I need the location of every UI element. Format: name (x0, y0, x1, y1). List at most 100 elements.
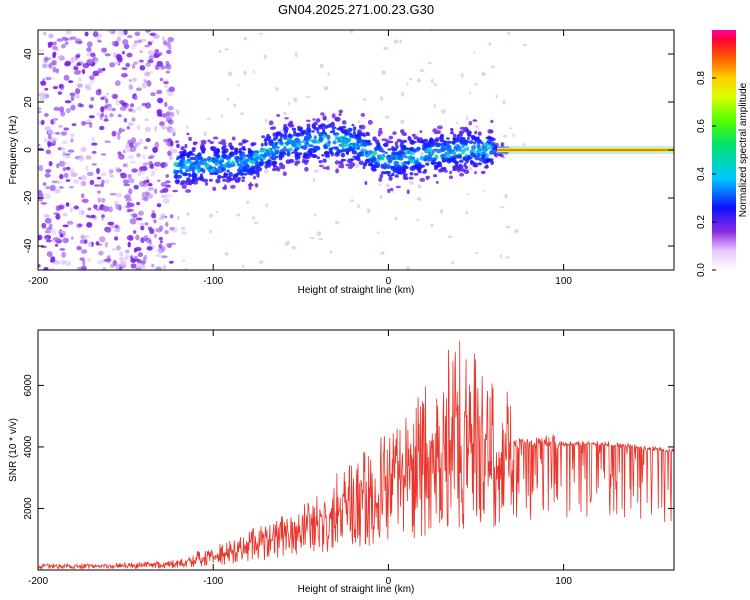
noise-blob (71, 123, 77, 126)
scatter-blob (251, 216, 256, 220)
scatter-blob (275, 87, 279, 92)
noise-blob (163, 198, 170, 204)
noise-blob (65, 30, 72, 35)
ridge-blob (338, 127, 344, 131)
ridge-blob (231, 160, 235, 165)
y-tick-label: 40 (23, 48, 34, 60)
ridge-blob (344, 139, 347, 142)
noise-blob (141, 196, 148, 201)
ridge-blob (200, 146, 207, 152)
ridge-blob (335, 133, 338, 139)
noise-blob (73, 179, 80, 184)
noise-blob (86, 58, 94, 65)
noise-blob (130, 213, 134, 217)
noise-blob (38, 107, 42, 110)
x-tick-label: 0 (386, 576, 392, 587)
noise-blob (90, 52, 96, 58)
ridge-blob (387, 174, 393, 177)
noise-blob (109, 63, 115, 68)
noise-blob (48, 223, 53, 230)
ridge-blob (303, 135, 309, 141)
noise-blob (169, 127, 176, 134)
noise-blob (81, 198, 89, 203)
ridge-blob (183, 165, 190, 170)
noise-blob (159, 121, 165, 127)
ridge-blob (446, 137, 450, 140)
scatter-blob (385, 115, 390, 119)
ridge-blob (420, 139, 425, 144)
ridge-blob (288, 147, 294, 151)
ridge-blob (322, 158, 327, 163)
ridge-blob (323, 144, 327, 149)
ridge-blob (326, 134, 331, 140)
ridge-blob (351, 123, 355, 127)
ridge-blob (434, 131, 439, 135)
noise-blob (117, 114, 122, 118)
noise-blob (45, 76, 52, 81)
ridge-blob (352, 155, 359, 159)
ridge-blob (174, 170, 179, 176)
noise-blob (101, 197, 106, 203)
noise-blob (140, 225, 145, 231)
ridge-blob (345, 163, 350, 167)
ridge-blob (179, 161, 185, 164)
noise-blob (151, 210, 156, 214)
ridge-blob (283, 135, 288, 140)
noise-blob (91, 136, 95, 142)
ridge-blob (373, 146, 379, 152)
noise-blob (74, 93, 80, 99)
ridge-blob (264, 141, 268, 147)
ridge-blob (380, 171, 386, 175)
noise-blob (167, 91, 174, 97)
noise-blob (165, 174, 169, 178)
noise-blob (48, 228, 56, 232)
noise-blob (56, 163, 60, 169)
ridge-blob (403, 165, 408, 169)
ridge-blob (321, 154, 325, 157)
ridge-blob (449, 175, 453, 179)
noise-blob (89, 75, 95, 81)
noise-blob (91, 163, 97, 166)
scatter-blob (264, 54, 267, 59)
ridge-blob (210, 146, 215, 151)
ridge-blob (446, 154, 452, 159)
ridge-blob (442, 147, 449, 150)
noise-blob (70, 172, 78, 177)
ridge-blob (244, 154, 248, 157)
noise-blob (167, 36, 174, 43)
noise-blob (81, 249, 88, 254)
ridge-blob (353, 142, 359, 147)
ridge-blob (304, 166, 309, 172)
ridge-blob (435, 137, 439, 141)
noise-blob (86, 214, 90, 218)
noise-blob (147, 41, 153, 46)
noise-blob (159, 189, 165, 194)
noise-blob (45, 149, 52, 155)
noise-blob (151, 40, 155, 43)
ridge-blob (476, 153, 482, 157)
ridge-blob (225, 155, 229, 161)
scatter-blob (379, 194, 383, 200)
ridge-blob (279, 162, 283, 166)
ridge-blob (208, 178, 213, 182)
colorbar-label: Normalized spectral amplitude (738, 82, 749, 217)
noise-blob (47, 142, 51, 149)
ridge-blob (212, 186, 217, 191)
ridge-blob (433, 157, 437, 162)
noise-blob (127, 35, 133, 39)
ridge-blob (278, 157, 283, 161)
scatter-blob (399, 39, 402, 44)
noise-blob (76, 70, 82, 73)
ridge-blob (316, 156, 321, 160)
noise-blob (52, 86, 59, 90)
ridge-blob (272, 132, 277, 137)
noise-blob (70, 138, 74, 143)
noise-blob (85, 155, 92, 160)
noise-blob (97, 190, 101, 194)
scatter-blob (180, 226, 186, 231)
noise-blob (89, 179, 95, 186)
scatter-blob (433, 104, 436, 109)
noise-blob (133, 61, 139, 65)
ridge-blob (424, 154, 429, 160)
scatter-blob (313, 169, 319, 173)
